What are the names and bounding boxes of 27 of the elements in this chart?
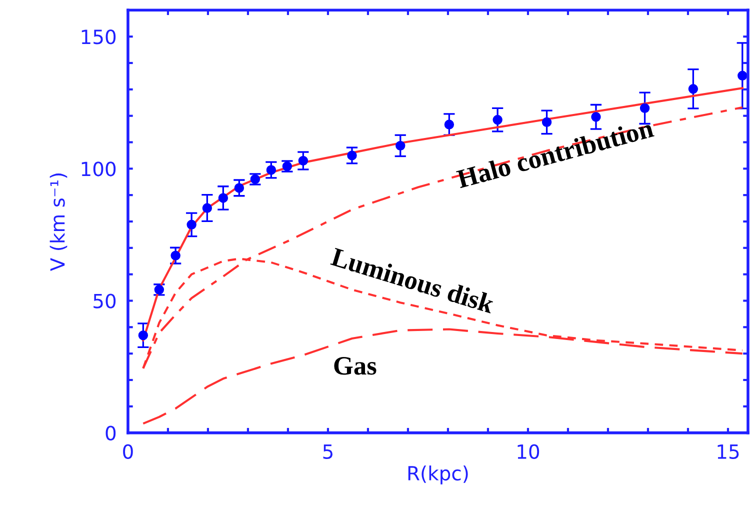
y-tick-label: 150 bbox=[82, 30, 116, 44]
point bbox=[266, 165, 276, 175]
point bbox=[234, 183, 244, 193]
point bbox=[186, 220, 196, 230]
point bbox=[444, 120, 454, 130]
point bbox=[138, 330, 148, 340]
point bbox=[347, 150, 357, 160]
point bbox=[396, 140, 406, 151]
x-tick-label: 10 bbox=[518, 444, 540, 459]
point bbox=[202, 203, 212, 213]
point bbox=[591, 112, 601, 122]
y-tick-label: 0 bbox=[106, 426, 116, 440]
point bbox=[640, 103, 650, 114]
annotation: Gas bbox=[334, 357, 376, 375]
y-tick-label: 50 bbox=[94, 294, 116, 308]
x-axis-title: R(kpc) bbox=[408, 466, 468, 484]
point bbox=[492, 114, 502, 125]
point bbox=[688, 84, 698, 94]
x-tick-label: 15 bbox=[718, 444, 739, 459]
point bbox=[170, 250, 180, 260]
point bbox=[298, 156, 308, 166]
x-tick-label: 0 bbox=[123, 444, 133, 459]
point bbox=[738, 70, 748, 81]
y-axis-title: V (km s⁻¹) bbox=[50, 174, 68, 271]
point bbox=[218, 193, 228, 203]
x-tick-label: 5 bbox=[323, 444, 332, 459]
y-tick-label: 100 bbox=[82, 162, 116, 176]
